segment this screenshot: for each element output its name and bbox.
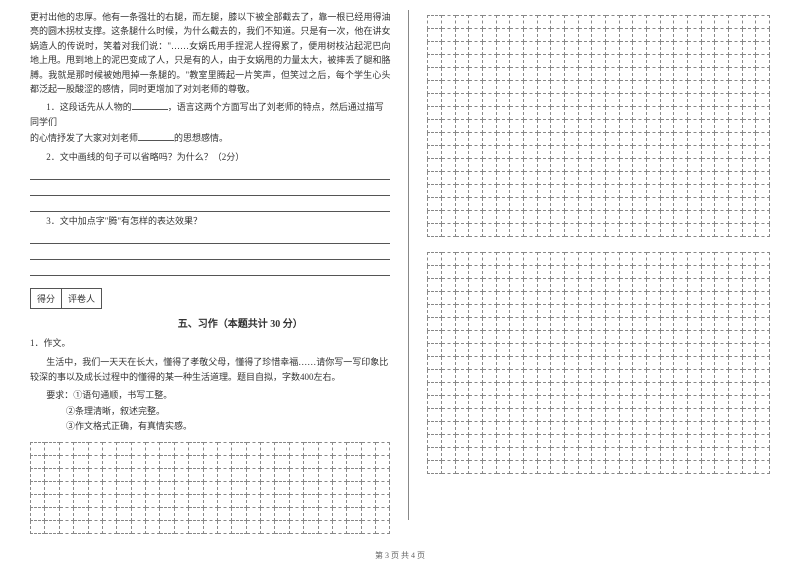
- answer-line[interactable]: [30, 198, 390, 212]
- q1-blank-1[interactable]: [132, 100, 168, 110]
- page-footer: 第 3 页 共 4 页: [0, 550, 800, 561]
- question-3: 3．文中加点字"腾"有怎样的表达效果？: [30, 214, 390, 228]
- question-1-line2: 的心情抒发了大家对刘老师 的思想感情。: [30, 131, 390, 145]
- essay-intro-2: 较深的事以及成长过程中的懂得的某一种生活道理。题目自拟，字数400左右。: [30, 370, 390, 384]
- writing-grid-right-2[interactable]: [427, 247, 770, 474]
- reading-passage: 更衬出他的忠厚。他有一条强壮的右腿，而左腿，膝以下被全部截去了，靠一根已经用得油…: [30, 10, 390, 96]
- essay-requirement-3: ③作文格式正确，有真情实感。: [30, 419, 390, 433]
- score-box: 得分 评卷人: [30, 288, 390, 309]
- q1-text-a: 1．这段话先从人物的: [46, 102, 132, 112]
- question-2: 2．文中画线的句子可以省略吗？为什么？（2分）: [30, 150, 390, 164]
- answer-line[interactable]: [30, 230, 390, 244]
- score-label: 得分: [30, 288, 62, 309]
- q1-text-c: 的心情抒发了大家对刘老师: [30, 133, 138, 143]
- q1-blank-2[interactable]: [138, 131, 174, 141]
- answer-line[interactable]: [30, 246, 390, 260]
- left-column: 更衬出他的忠厚。他有一条强壮的右腿，而左腿，膝以下被全部截去了，靠一根已经用得油…: [30, 10, 409, 520]
- q1-text-d: 的思想感情。: [174, 133, 228, 143]
- essay-intro-1: 生活中，我们一天天在长大，懂得了孝敬父母，懂得了珍惜幸福……请你写一写印象比: [30, 355, 390, 369]
- essay-number: 1．作文。: [30, 336, 390, 350]
- essay-requirement-2: ②条理清晰，叙述完整。: [30, 404, 390, 418]
- right-column: [409, 10, 770, 520]
- answer-line[interactable]: [30, 262, 390, 276]
- answer-line[interactable]: [30, 182, 390, 196]
- writing-grid-left[interactable]: [30, 442, 390, 534]
- answer-line[interactable]: [30, 166, 390, 180]
- section-5-title: 五、习作（本题共计 30 分）: [90, 315, 390, 330]
- question-1: 1．这段话先从人物的，语言这两个方面写出了刘老师的特点，然后通过描写同学们: [30, 100, 390, 129]
- grader-label: 评卷人: [62, 288, 102, 309]
- writing-grid-right-1[interactable]: [427, 10, 770, 237]
- essay-requirement-1: 要求：①语句通顺，书写工整。: [30, 388, 390, 402]
